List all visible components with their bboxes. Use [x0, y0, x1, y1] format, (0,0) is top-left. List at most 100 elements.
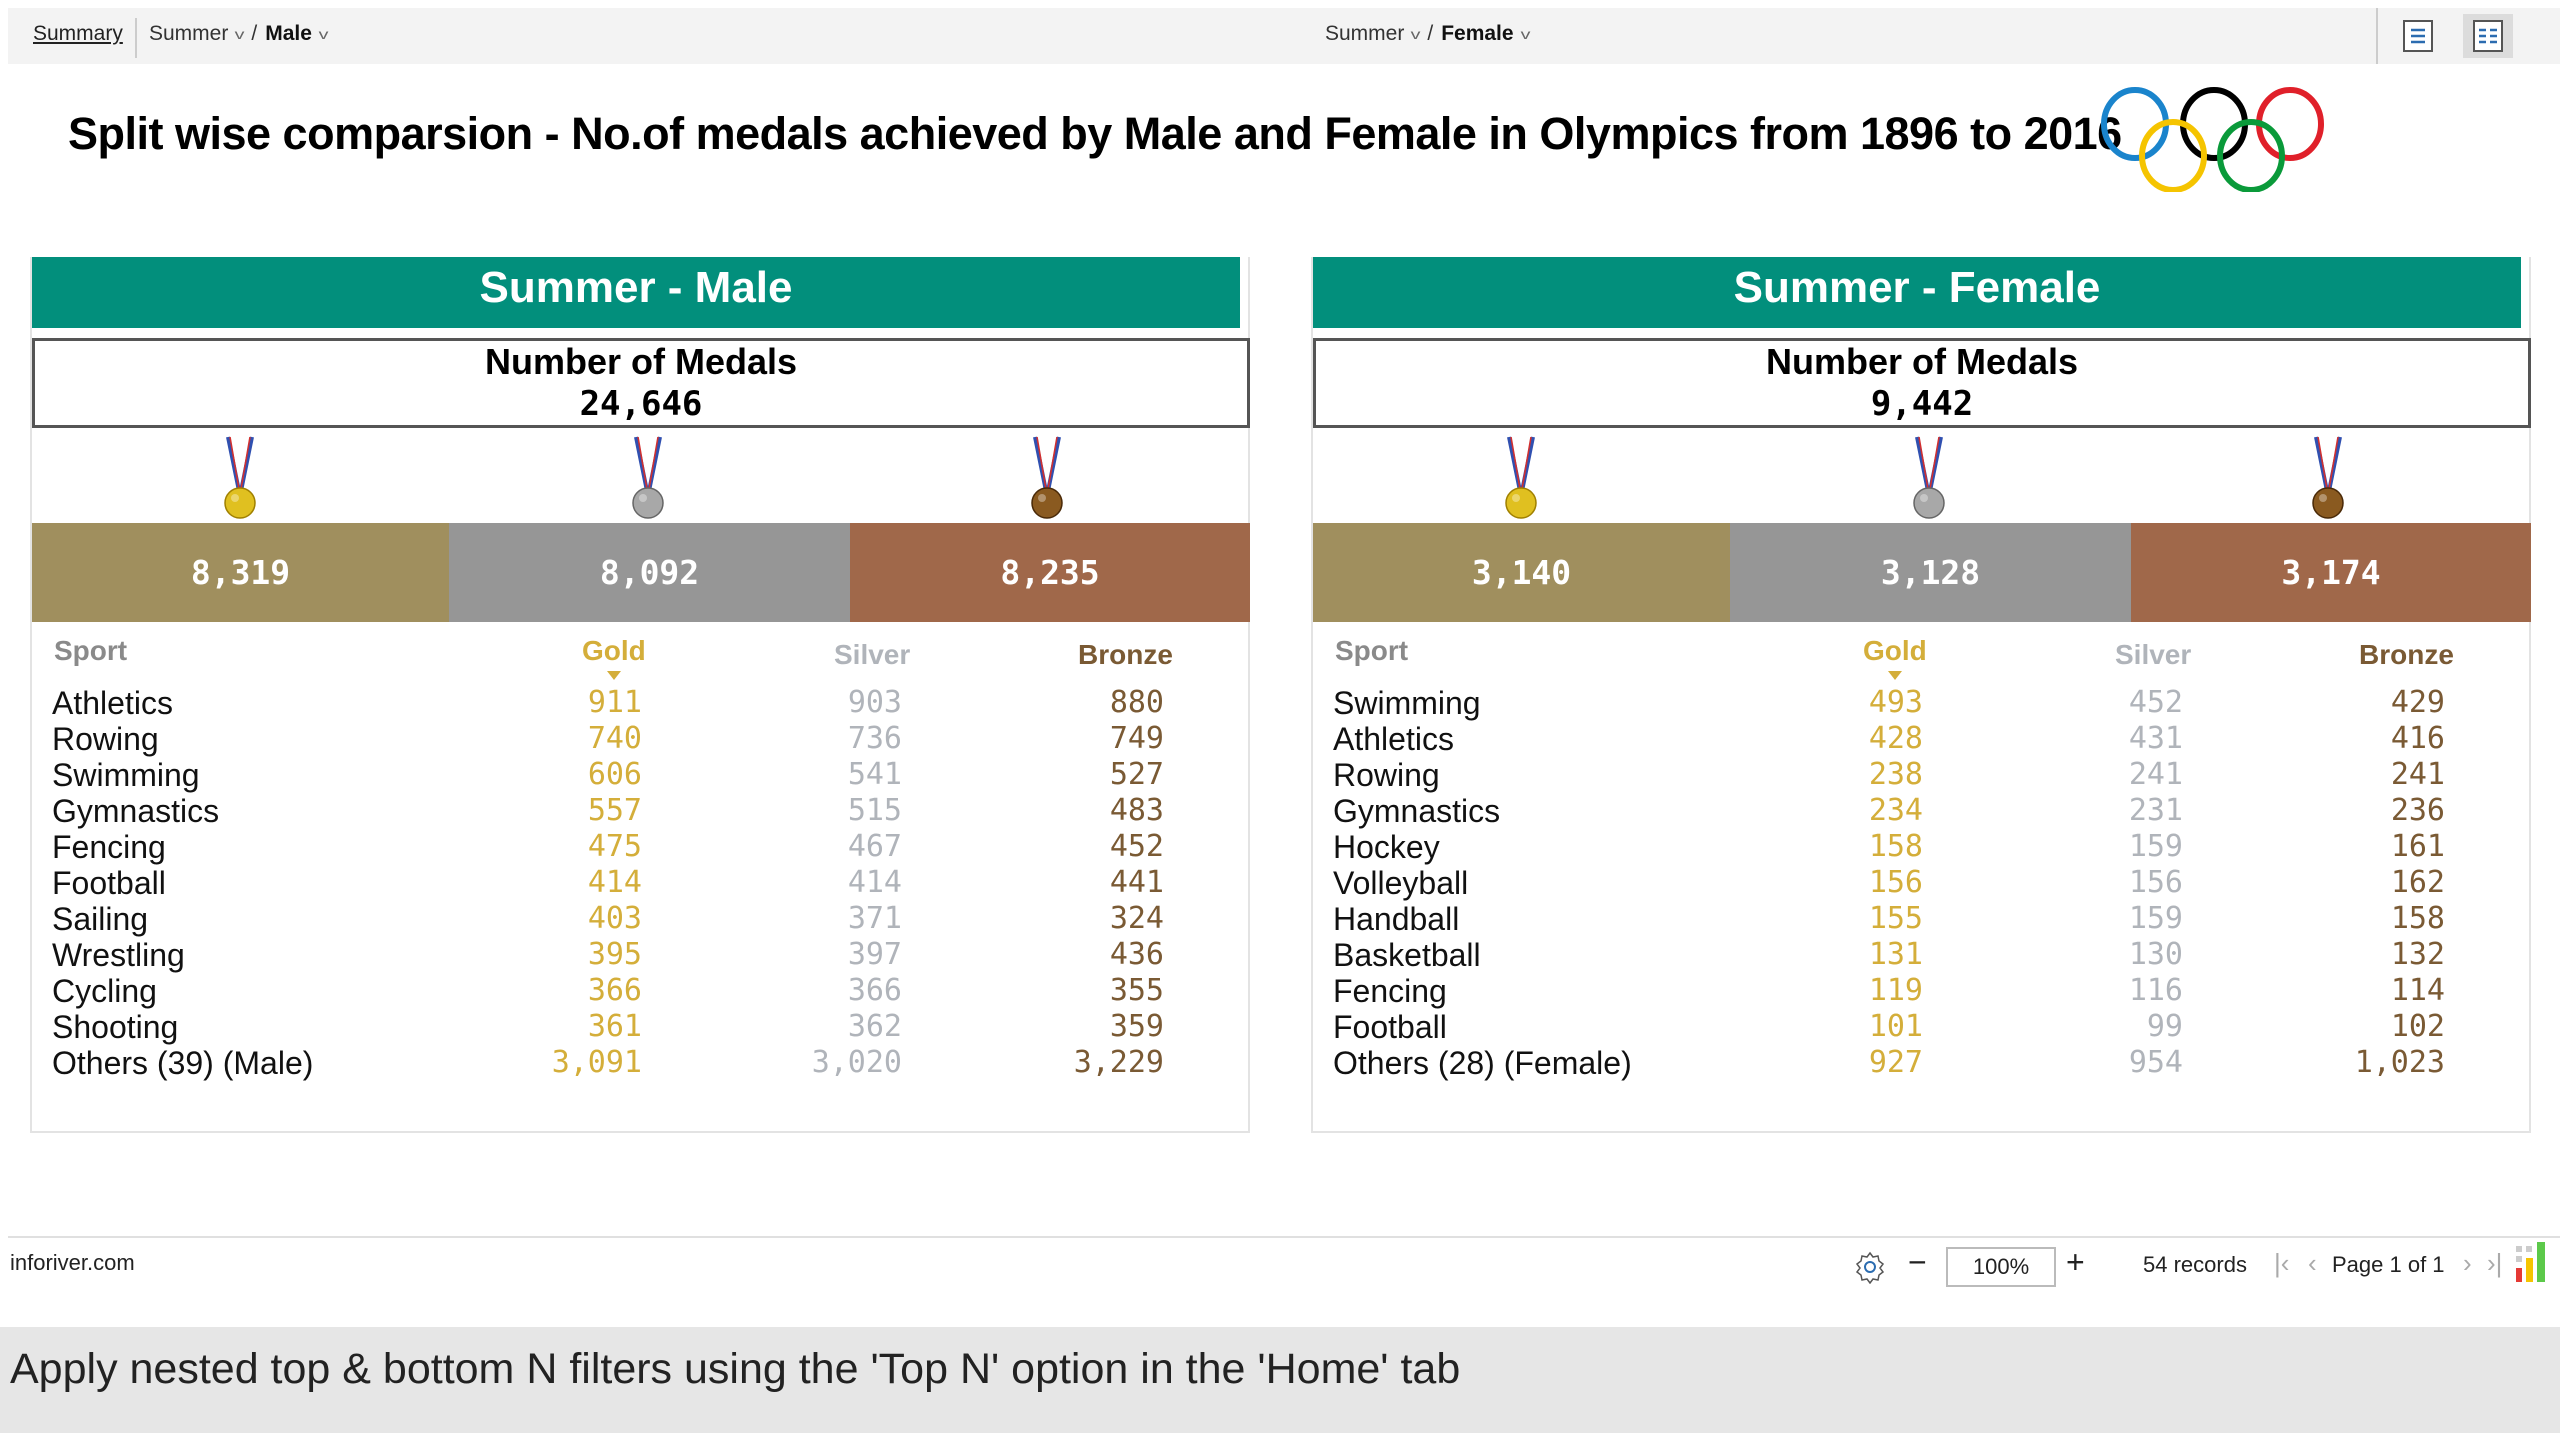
chevron-down-icon[interactable]: v: [234, 26, 245, 42]
table-row[interactable]: Athletics 428 431 416: [1313, 721, 2513, 757]
table-row[interactable]: Wrestling 395 397 436: [32, 937, 1232, 973]
medal-table: Athletics 911 903 880 Rowing 740 736 749…: [32, 685, 1232, 1081]
settings-gear-icon[interactable]: [1853, 1250, 1887, 1284]
bronze-cell: 162: [2390, 865, 2445, 900]
table-row[interactable]: Gymnastics 557 515 483: [32, 793, 1232, 829]
crumb-male-dropdown[interactable]: Male: [265, 22, 312, 45]
silver-cell: 362: [847, 1009, 902, 1044]
column-header-sport[interactable]: Sport: [54, 635, 128, 666]
divider: [135, 18, 137, 58]
table-row[interactable]: Gymnastics 234 231 236: [1313, 793, 2513, 829]
sport-cell: Athletics: [52, 685, 173, 721]
zoom-out-button[interactable]: −: [1908, 1244, 1927, 1280]
crumb-summer-dropdown[interactable]: Summer: [1325, 22, 1405, 45]
sport-cell: Shooting: [52, 1009, 179, 1045]
sport-cell: Others (39) (Male): [52, 1045, 314, 1081]
gold-cell: 101: [1868, 1009, 1923, 1044]
silver-cell: 116: [2128, 973, 2183, 1008]
table-row[interactable]: Hockey 158 159 161: [1313, 829, 2513, 865]
table-row[interactable]: Swimming 493 452 429: [1313, 685, 2513, 721]
gold-cell: 156: [1868, 865, 1923, 900]
single-column-view-icon: [2403, 20, 2433, 52]
total-medals-label: Number of Medals: [484, 341, 798, 382]
table-row[interactable]: Cycling 366 366 355: [32, 973, 1232, 1009]
table-row[interactable]: Football 101 99 102: [1313, 1009, 2513, 1045]
gold-cell: 155: [1868, 901, 1923, 936]
panel-header: Summer - Male: [32, 257, 1240, 328]
sport-cell: Gymnastics: [1333, 793, 1501, 829]
gold-cell: 238: [1868, 757, 1923, 792]
summary-link[interactable]: Summary: [33, 22, 123, 45]
column-header-silver[interactable]: Silver: [834, 639, 911, 670]
gold-cell: 361: [587, 1009, 642, 1044]
two-column-view-button[interactable]: [2463, 14, 2513, 58]
chevron-down-icon[interactable]: v: [1520, 26, 1530, 42]
bronze-cell: 355: [1109, 973, 1164, 1008]
table-row[interactable]: Fencing 475 467 452: [32, 829, 1232, 865]
table-row[interactable]: Basketball 131 130 132: [1313, 937, 2513, 973]
crumb-female-dropdown[interactable]: Female: [1441, 22, 1514, 45]
page-indicator: Page 1 of 1: [2332, 1252, 2445, 1277]
breadcrumb-female: Summer v / Female v: [1325, 22, 1530, 46]
silver-cell: 541: [847, 757, 902, 792]
column-header-bronze[interactable]: Bronze: [1078, 639, 1173, 670]
two-column-view-icon: [2473, 20, 2503, 52]
column-header-gold[interactable]: Gold: [582, 635, 646, 666]
gold-cell: 911: [587, 685, 642, 720]
bronze-cell: 241: [2390, 757, 2445, 792]
gold-total: 8,319: [32, 523, 449, 622]
crumb-separator: /: [251, 22, 258, 45]
column-header-bronze[interactable]: Bronze: [2359, 639, 2454, 670]
zoom-input[interactable]: 100%: [1946, 1247, 2056, 1287]
bronze-cell: 236: [2390, 793, 2445, 828]
prev-page-button[interactable]: ‹: [2308, 1248, 2317, 1278]
table-row[interactable]: Fencing 119 116 114: [1313, 973, 2513, 1009]
breadcrumb-male: Summer v / Male v: [149, 22, 329, 46]
bronze-total: 3,174: [2131, 523, 2531, 622]
table-row[interactable]: Football 414 414 441: [32, 865, 1232, 901]
column-header-sport[interactable]: Sport: [1335, 635, 1409, 666]
olympic-rings-logo: [2101, 87, 2324, 192]
table-row[interactable]: Handball 155 159 158: [1313, 901, 2513, 937]
gold-medal-icon: [220, 435, 260, 521]
silver-medal-icon: [628, 435, 668, 521]
gold-cell: 131: [1868, 937, 1923, 972]
table-row[interactable]: Others (28) (Female) 927 954 1,023: [1313, 1045, 2513, 1081]
silver-cell: 431: [2128, 721, 2183, 756]
bronze-cell: 452: [1109, 829, 1164, 864]
table-row[interactable]: Sailing 403 371 324: [32, 901, 1232, 937]
total-medals-value: 9,442: [1870, 384, 1974, 424]
single-column-view-button[interactable]: [2393, 14, 2443, 58]
silver-cell: 156: [2128, 865, 2183, 900]
sport-cell: Basketball: [1333, 937, 1481, 973]
chevron-down-icon[interactable]: v: [318, 26, 329, 42]
sport-cell: Fencing: [52, 829, 166, 865]
gold-cell: 366: [587, 973, 642, 1008]
table-row[interactable]: Others (39) (Male) 3,091 3,020 3,229: [32, 1045, 1232, 1081]
gold-cell: 475: [587, 829, 642, 864]
silver-cell: 903: [847, 685, 902, 720]
crumb-summer-dropdown[interactable]: Summer: [149, 22, 229, 45]
bronze-cell: 880: [1109, 685, 1164, 720]
next-page-button[interactable]: ›: [2463, 1248, 2472, 1278]
sport-cell: Rowing: [1333, 757, 1440, 793]
table-row[interactable]: Shooting 361 362 359: [32, 1009, 1232, 1045]
sort-desc-icon: [1888, 671, 1902, 680]
site-link[interactable]: inforiver.com: [10, 1250, 135, 1275]
sport-cell: Sailing: [52, 901, 149, 937]
last-page-button[interactable]: ›|: [2487, 1248, 2503, 1278]
column-header-silver[interactable]: Silver: [2115, 639, 2192, 670]
table-row[interactable]: Swimming 606 541 527: [32, 757, 1232, 793]
zoom-in-button[interactable]: +: [2066, 1244, 2085, 1280]
total-medals-value: 24,646: [579, 384, 703, 424]
bronze-cell: 441: [1109, 865, 1164, 900]
bronze-cell: 429: [2390, 685, 2445, 720]
gold-cell: 3,091: [551, 1045, 642, 1080]
table-row[interactable]: Athletics 911 903 880: [32, 685, 1232, 721]
table-row[interactable]: Volleyball 156 156 162: [1313, 865, 2513, 901]
column-header-gold[interactable]: Gold: [1863, 635, 1927, 666]
first-page-button[interactable]: |‹: [2274, 1248, 2290, 1278]
chevron-down-icon[interactable]: v: [1410, 26, 1421, 42]
table-row[interactable]: Rowing 740 736 749: [32, 721, 1232, 757]
table-row[interactable]: Rowing 238 241 241: [1313, 757, 2513, 793]
